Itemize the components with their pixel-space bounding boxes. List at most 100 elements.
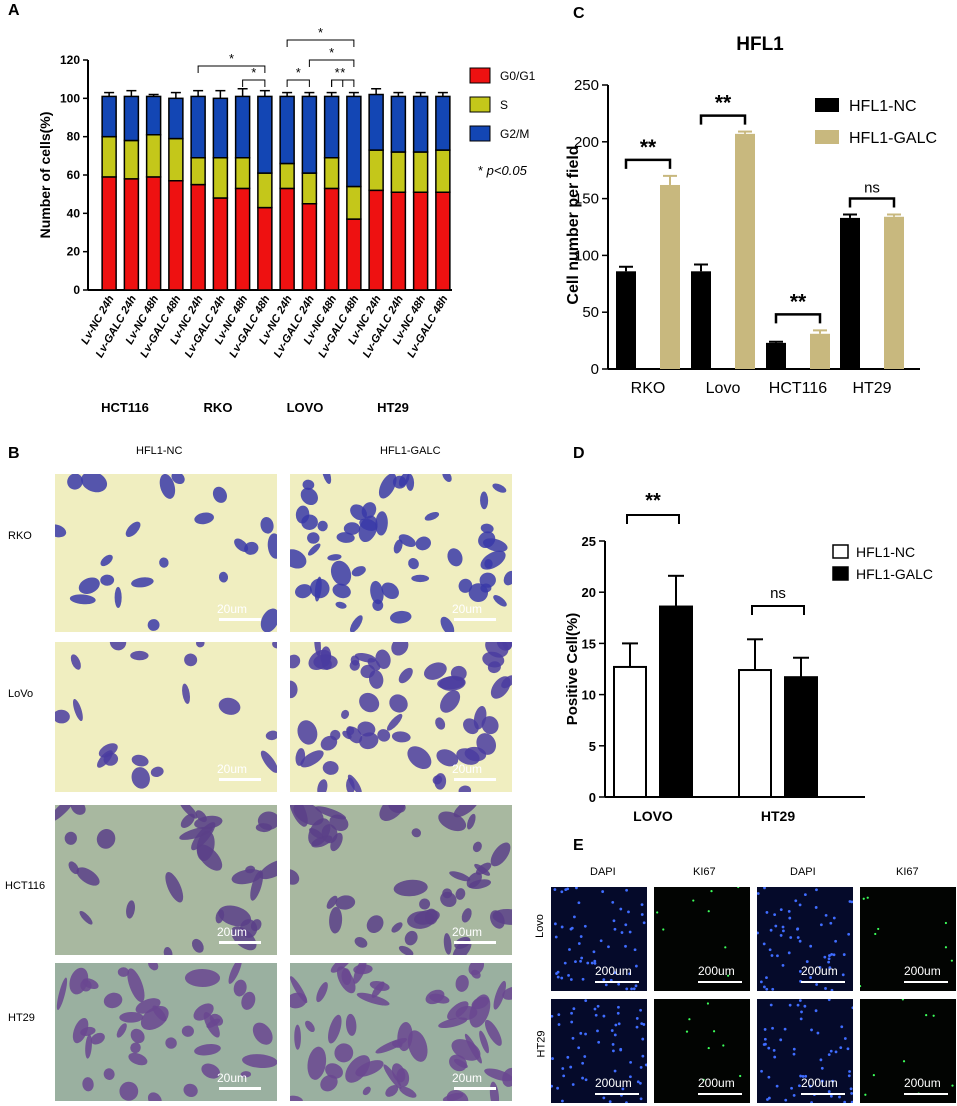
nucleus-dot bbox=[579, 1031, 583, 1035]
stained-cell bbox=[244, 541, 259, 555]
significance-star: * bbox=[318, 25, 323, 40]
ki67-dot bbox=[712, 1030, 716, 1033]
nucleus-dot bbox=[590, 961, 594, 965]
stained-cell bbox=[55, 709, 70, 724]
ki67-dot bbox=[688, 1018, 691, 1021]
nucleus-dot bbox=[640, 1022, 644, 1026]
nucleus-dot bbox=[828, 954, 831, 957]
bar-segment-g2m bbox=[257, 95, 273, 174]
scale-bar-label: 20um bbox=[217, 925, 248, 939]
stained-cell bbox=[159, 557, 169, 568]
stained-cell bbox=[326, 895, 338, 909]
nucleus-dot bbox=[799, 1074, 802, 1078]
scale-bar bbox=[904, 1093, 948, 1095]
stained-cell bbox=[378, 474, 397, 499]
ki67-dot bbox=[950, 959, 953, 962]
nucleus-dot bbox=[580, 956, 584, 960]
stained-cell bbox=[345, 1055, 371, 1083]
stained-cell bbox=[480, 523, 494, 534]
y-tick-label: 150 bbox=[574, 191, 599, 208]
nucleus-dot bbox=[850, 1092, 853, 1095]
ki67-dot bbox=[932, 1014, 935, 1017]
micrograph-lovo-galc: 20um bbox=[290, 642, 512, 792]
ki67-dot bbox=[944, 946, 948, 949]
stained-cell bbox=[72, 1017, 89, 1044]
stained-cell bbox=[393, 879, 428, 897]
nucleus-dot bbox=[846, 1047, 850, 1051]
stained-cell bbox=[468, 583, 489, 603]
ki67-dot bbox=[925, 1014, 928, 1017]
stained-cell bbox=[453, 805, 479, 818]
nucleus-dot bbox=[810, 1028, 813, 1032]
stained-cell bbox=[250, 919, 262, 932]
y-tick-label: 100 bbox=[60, 91, 80, 105]
nucleus-dot bbox=[634, 964, 638, 968]
ki67-dot bbox=[951, 1084, 954, 1087]
ki67-dot bbox=[710, 890, 713, 893]
nucleus-dot bbox=[773, 1055, 777, 1059]
micrograph-cells bbox=[290, 642, 512, 792]
bar-segment-g0g1 bbox=[368, 189, 384, 291]
stained-cell bbox=[493, 980, 507, 1010]
x-tick-label: Lovo bbox=[706, 380, 741, 397]
panel-b-row-label-lovo: LoVo bbox=[8, 688, 34, 700]
nucleus-dot bbox=[798, 903, 802, 907]
stained-cell bbox=[79, 910, 93, 925]
significance-mark: ** bbox=[715, 92, 732, 115]
nucleus-dot bbox=[561, 1099, 564, 1103]
nucleus-dot bbox=[612, 919, 616, 923]
stained-cell bbox=[290, 680, 298, 699]
nucleus-dot bbox=[798, 939, 802, 943]
nucleus-dot bbox=[827, 957, 831, 961]
stained-cell bbox=[472, 841, 482, 853]
stained-cell bbox=[330, 729, 341, 741]
stained-cell bbox=[82, 1077, 94, 1092]
fluorescence-dots bbox=[760, 999, 853, 1103]
stained-cell bbox=[196, 830, 215, 862]
bar-segment-s bbox=[190, 157, 206, 186]
bar-segment-g2m bbox=[101, 95, 117, 138]
micrograph-hct116-galc: 20um bbox=[290, 805, 512, 955]
x-tick-label: RKO bbox=[631, 380, 666, 397]
stained-cell bbox=[81, 474, 108, 493]
stained-cell bbox=[290, 976, 308, 1004]
nucleus-dot bbox=[639, 1097, 643, 1101]
nucleus-dot bbox=[602, 1014, 606, 1018]
stained-cell bbox=[391, 642, 409, 656]
significance-bracket bbox=[751, 605, 805, 615]
stained-cell bbox=[354, 652, 377, 663]
nucleus-dot bbox=[570, 926, 574, 930]
y-tick-label: 15 bbox=[582, 636, 596, 651]
stained-cell bbox=[481, 716, 499, 735]
bar-segment-g0g1 bbox=[190, 183, 206, 291]
nucleus-dot bbox=[796, 927, 799, 931]
stained-cell bbox=[64, 831, 77, 845]
stained-cell bbox=[150, 766, 164, 778]
stained-cell bbox=[359, 732, 379, 750]
nucleus-dot bbox=[636, 1080, 640, 1084]
stained-cell bbox=[489, 1081, 500, 1101]
bar-segment-s bbox=[346, 185, 362, 220]
nucleus-dot bbox=[616, 1011, 620, 1015]
bar-hfl1-galc bbox=[660, 184, 680, 369]
bar-segment-g2m bbox=[234, 95, 251, 159]
stained-cell bbox=[407, 1030, 428, 1062]
bar-segment-g0g1 bbox=[346, 218, 362, 291]
scale-bar-label: 200um bbox=[698, 964, 735, 978]
y-tick-label: 40 bbox=[67, 206, 81, 220]
stained-cell bbox=[302, 479, 315, 490]
nucleus-dot bbox=[772, 1048, 776, 1052]
stained-cell bbox=[147, 1092, 162, 1101]
bracket-lovo-1 bbox=[286, 39, 355, 47]
bar-hfl1-nc bbox=[766, 342, 786, 369]
nucleus-dot bbox=[584, 1078, 588, 1082]
stained-cell bbox=[68, 861, 79, 875]
stained-cell bbox=[456, 748, 480, 765]
stained-cell bbox=[293, 805, 324, 826]
y-tick-label: 0 bbox=[73, 283, 80, 297]
nucleus-dot bbox=[612, 1049, 615, 1053]
panel-b-row-label-hct116: HCT116 bbox=[5, 880, 46, 892]
nucleus-dot bbox=[557, 1013, 561, 1017]
nucleus-dot bbox=[586, 961, 590, 965]
